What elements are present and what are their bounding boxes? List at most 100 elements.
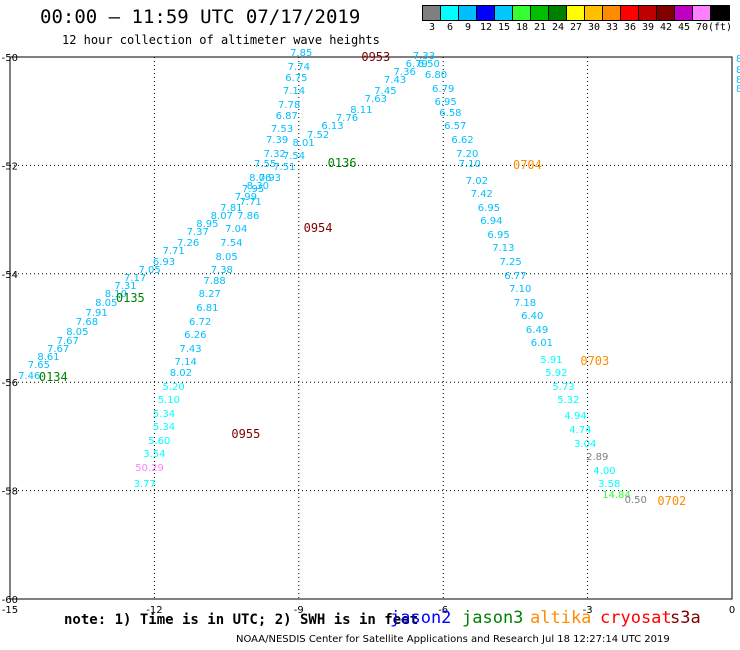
wave-height-value: 7.54 (282, 151, 306, 163)
colorbar-swatch (639, 6, 657, 20)
wave-height-value: 7.67 (46, 343, 70, 355)
colorbar-label: 18 (515, 22, 529, 33)
wave-height-value: 6.72 (188, 316, 212, 328)
colorbar-label: 36 (623, 22, 637, 33)
y-tick-label: -54 (2, 270, 18, 281)
satellite-legend-item: altika (530, 608, 592, 628)
wave-height-value: 5.34 (152, 422, 176, 434)
wave-height-value: 7.54 (220, 237, 243, 249)
wave-height-value: 6.95 (434, 97, 457, 109)
wave-height-value: 8 (736, 64, 740, 76)
wave-height-value: 7.81 (220, 202, 243, 214)
wave-height-value: 7.71 (239, 197, 262, 209)
colorbar-label: 9 (464, 22, 472, 33)
wave-height-value: 8 (736, 53, 740, 65)
wave-height-value: 6.01 (530, 338, 553, 350)
wave-height-value: 7.46 (18, 370, 41, 382)
wave-height-value: 7.78 (278, 99, 301, 111)
x-tick-label: 0 (729, 605, 735, 616)
wave-height-value: 0.50 (624, 495, 647, 507)
colorbar-swatch (495, 6, 513, 20)
wave-height-value: 4.94 (564, 411, 587, 423)
wave-height-value: 7.14 (282, 86, 306, 98)
colorbar-label: (ft) (707, 22, 733, 33)
colorbar-swatch (621, 6, 639, 20)
wave-height-value: 7.76 (335, 113, 359, 125)
wave-height-value: 6.57 (444, 121, 467, 133)
colorbar-label: 45 (677, 22, 691, 33)
wave-height-value: 7.65 (27, 359, 51, 371)
wave-height-value: 8.95 (196, 219, 219, 231)
track-time-label: 0702 (657, 494, 687, 509)
satellite-legend-item: cryosat (600, 608, 672, 628)
colorbar-swatch (657, 6, 675, 20)
colorbar-label: 24 (551, 22, 565, 33)
wave-height-value: 7.67 (56, 335, 79, 347)
wave-height-value: 5.92 (545, 368, 568, 380)
wave-height-value: 7.42 (470, 189, 493, 201)
track-time-label: 0135 (115, 291, 145, 306)
wave-height-value: 7.25 (499, 256, 522, 268)
wave-height-value: 6.79 (405, 59, 428, 71)
map-title: 00:00 — 11:59 UTC 07/17/2019 (40, 6, 361, 28)
wave-height-value: 5.10 (157, 395, 180, 407)
wave-height-value: 7.74 (287, 61, 310, 73)
colorbar-swatch (423, 6, 441, 20)
wave-height-value: 6.94 (480, 216, 503, 228)
wave-height-value: 7.10 (509, 284, 532, 296)
x-tick-label: -9 (294, 605, 304, 616)
wave-height-value: 6.58 (439, 107, 462, 119)
wave-height-value: 7.55 (253, 159, 277, 171)
x-tick-label: -12 (146, 605, 162, 616)
wave-height-value: 8.01 (292, 137, 315, 149)
wave-height-value: 7.99 (234, 191, 257, 203)
wave-height-value: 7.43 (179, 343, 202, 355)
wave-height-value: 3.54 (143, 449, 166, 461)
wave-height-value: 6.40 (521, 311, 544, 323)
wave-height-value: 8.07 (210, 210, 233, 222)
wave-height-value: 7.45 (374, 86, 397, 98)
wave-height-value: 7.02 (465, 175, 489, 187)
wave-height-value: 7.88 (203, 275, 226, 287)
wave-height-value: 5.91 (540, 354, 563, 366)
wave-height-value: 5.34 (152, 408, 176, 420)
wave-height-value: 8.05 (215, 251, 238, 263)
colorbar-swatch (711, 6, 729, 20)
wave-height-value: 7.26 (176, 237, 200, 249)
wave-height-value: 6.26 (184, 330, 207, 342)
wave-height-value: 6.77 (504, 270, 527, 282)
wave-height-value: 7.53 (270, 124, 294, 136)
y-tick-label: -52 (2, 161, 18, 172)
colorbar-label: 15 (497, 22, 511, 33)
wave-height-value: 5.60 (148, 435, 171, 447)
colorbar-swatch (531, 6, 549, 20)
track-time-label: 0953 (361, 50, 391, 64)
wave-height-value: 7.13 (492, 243, 515, 255)
wave-height-value: 6.50 (417, 59, 440, 71)
wave-height-value: 14.84 (602, 490, 631, 502)
wave-height-colorbar (422, 5, 730, 21)
wave-height-value: 8.02 (169, 368, 192, 380)
wave-height-value: 7.71 (162, 246, 185, 258)
colorbar-swatch (603, 6, 621, 20)
map-frame (9, 56, 733, 600)
wave-height-value: 7.33 (412, 51, 436, 62)
wave-height-value: 6.95 (487, 229, 510, 241)
wave-height-value: 7.91 (85, 308, 108, 320)
wave-height-value: 7.93 (258, 172, 282, 184)
wave-height-value: 5.20 (162, 381, 185, 393)
colorbar-swatch (477, 6, 495, 20)
wave-height-value: 5.32 (557, 395, 580, 407)
wave-height-value: 6.62 (451, 135, 474, 146)
wave-height-value: 5.73 (552, 381, 575, 393)
track-time-label: 0703 (580, 353, 610, 368)
wave-height-value: 3.58 (598, 479, 621, 491)
wave-height-value: 7.52 (306, 129, 330, 141)
y-tick-label: -60 (2, 595, 18, 606)
colorbar-label: 21 (533, 22, 547, 33)
wave-height-value: 8.10 (104, 289, 128, 301)
colorbar-swatch (513, 6, 531, 20)
wave-height-value: 7.68 (75, 316, 99, 328)
map-subtitle: 12 hour collection of altimeter wave hei… (62, 33, 380, 47)
wave-height-value: 7.31 (114, 281, 137, 293)
